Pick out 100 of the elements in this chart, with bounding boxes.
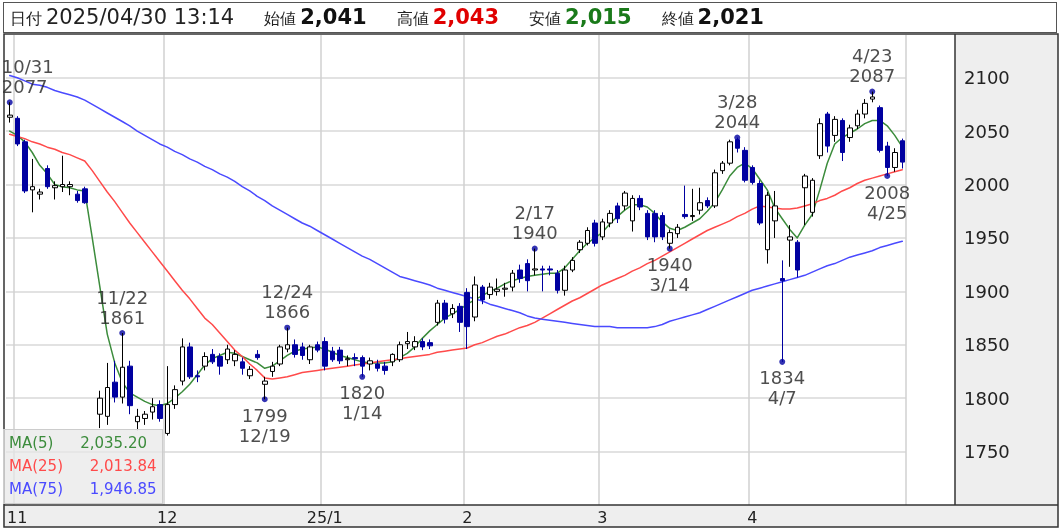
candlestick (300, 342, 305, 361)
candlestick (45, 164, 50, 190)
candlestick (525, 258, 530, 292)
candlestick (217, 352, 223, 376)
text: MA(25) 2,013.84 (8, 456, 158, 477)
point (359, 373, 366, 380)
candlestick (855, 109, 860, 130)
candlestick (180, 337, 185, 386)
candlestick (345, 354, 350, 367)
candlestick (780, 259, 785, 363)
data-label: 12/24 1866 (261, 281, 314, 323)
candlestick (480, 284, 485, 305)
candlestick (555, 269, 560, 294)
candlestick (202, 351, 208, 371)
candlestick (900, 138, 905, 170)
y-tick-label: 1950 (964, 227, 1010, 249)
data-label: 1820 1/14 (339, 382, 386, 424)
candlestick (727, 139, 733, 166)
candlestick (420, 337, 425, 351)
y-tick-label: 1750 (964, 441, 1010, 463)
candlestick (225, 344, 230, 365)
candlestick (52, 180, 58, 200)
candlestick (562, 265, 568, 297)
candlestick (502, 282, 508, 298)
candlestick (30, 158, 35, 213)
y-tick-label: 1900 (964, 280, 1010, 302)
y-tick-label: 2100 (964, 67, 1010, 89)
data-label: 1799 12/19 (238, 404, 291, 446)
candlestick (232, 349, 238, 367)
candlestick (892, 147, 898, 173)
candlestick (337, 346, 343, 365)
candlestick (22, 139, 28, 194)
candlestick (825, 111, 830, 153)
text: 日付 2025/04/30 13:14 (10, 5, 235, 29)
candlestick (315, 341, 320, 353)
candlestick (772, 190, 778, 239)
candlestick (840, 117, 845, 162)
candlestick (615, 202, 620, 224)
candlestick (637, 194, 643, 211)
candlestick (802, 173, 808, 226)
series-label: MA(5) 2,035.20 (8, 433, 148, 454)
candlestick (592, 219, 598, 247)
candlestick (720, 160, 725, 175)
candlestick (165, 365, 170, 437)
data-label: 2008 4/25 (864, 181, 911, 223)
candlestick (442, 299, 448, 324)
candlestick (870, 91, 875, 103)
candlestick (157, 399, 163, 423)
candlestick (135, 408, 140, 431)
candlestick (862, 98, 868, 119)
candlestick (652, 209, 658, 243)
text: 始値 2,041 (264, 5, 367, 29)
candlestick (585, 226, 590, 246)
candlestick (795, 239, 800, 278)
candlestick (540, 265, 545, 292)
candlestick (750, 164, 755, 186)
candlestick (577, 239, 583, 254)
candlestick (517, 264, 523, 284)
candlestick (660, 211, 665, 241)
candlestick (367, 357, 373, 371)
candlestick (187, 342, 193, 380)
candlestick (412, 335, 418, 351)
candlestick (307, 344, 313, 365)
candlestick (112, 360, 118, 403)
candlestick (255, 349, 260, 361)
candlestick (705, 196, 710, 209)
candlestick (172, 384, 178, 410)
candlestick (127, 360, 133, 415)
candlestick (435, 299, 440, 327)
candlestick (330, 346, 335, 363)
candlestick (240, 357, 245, 376)
candlestick (360, 354, 365, 378)
candlestick (450, 303, 455, 319)
candlestick (75, 190, 80, 204)
candlestick (285, 327, 290, 353)
candlestick (142, 410, 148, 426)
candlestick (547, 265, 553, 276)
y-tick-label: 2000 (964, 174, 1010, 196)
candlestick (472, 275, 478, 322)
y-tick-label: 1850 (964, 334, 1010, 356)
candlestick (67, 180, 73, 196)
candlestick (600, 218, 605, 241)
text: 高値 2,043 (396, 5, 500, 29)
candlestick (787, 224, 793, 268)
candlestick (292, 338, 298, 359)
data-label: 4/23 2087 (849, 45, 896, 87)
candlestick (757, 179, 763, 226)
candlestick (742, 146, 748, 183)
x-tick-label: 2 (462, 507, 473, 527)
candlestick (832, 115, 838, 143)
data-label: 1834 4/7 (759, 367, 806, 409)
candlestick (390, 352, 395, 367)
candlestick (510, 269, 515, 292)
x-tick-label: 11 (7, 507, 28, 527)
candlestick (277, 344, 283, 367)
data-label: 3/28 2044 (714, 91, 761, 133)
candlestick (645, 209, 650, 241)
candlestick (765, 191, 770, 265)
candlestick (15, 115, 20, 147)
candlestick (690, 188, 695, 222)
